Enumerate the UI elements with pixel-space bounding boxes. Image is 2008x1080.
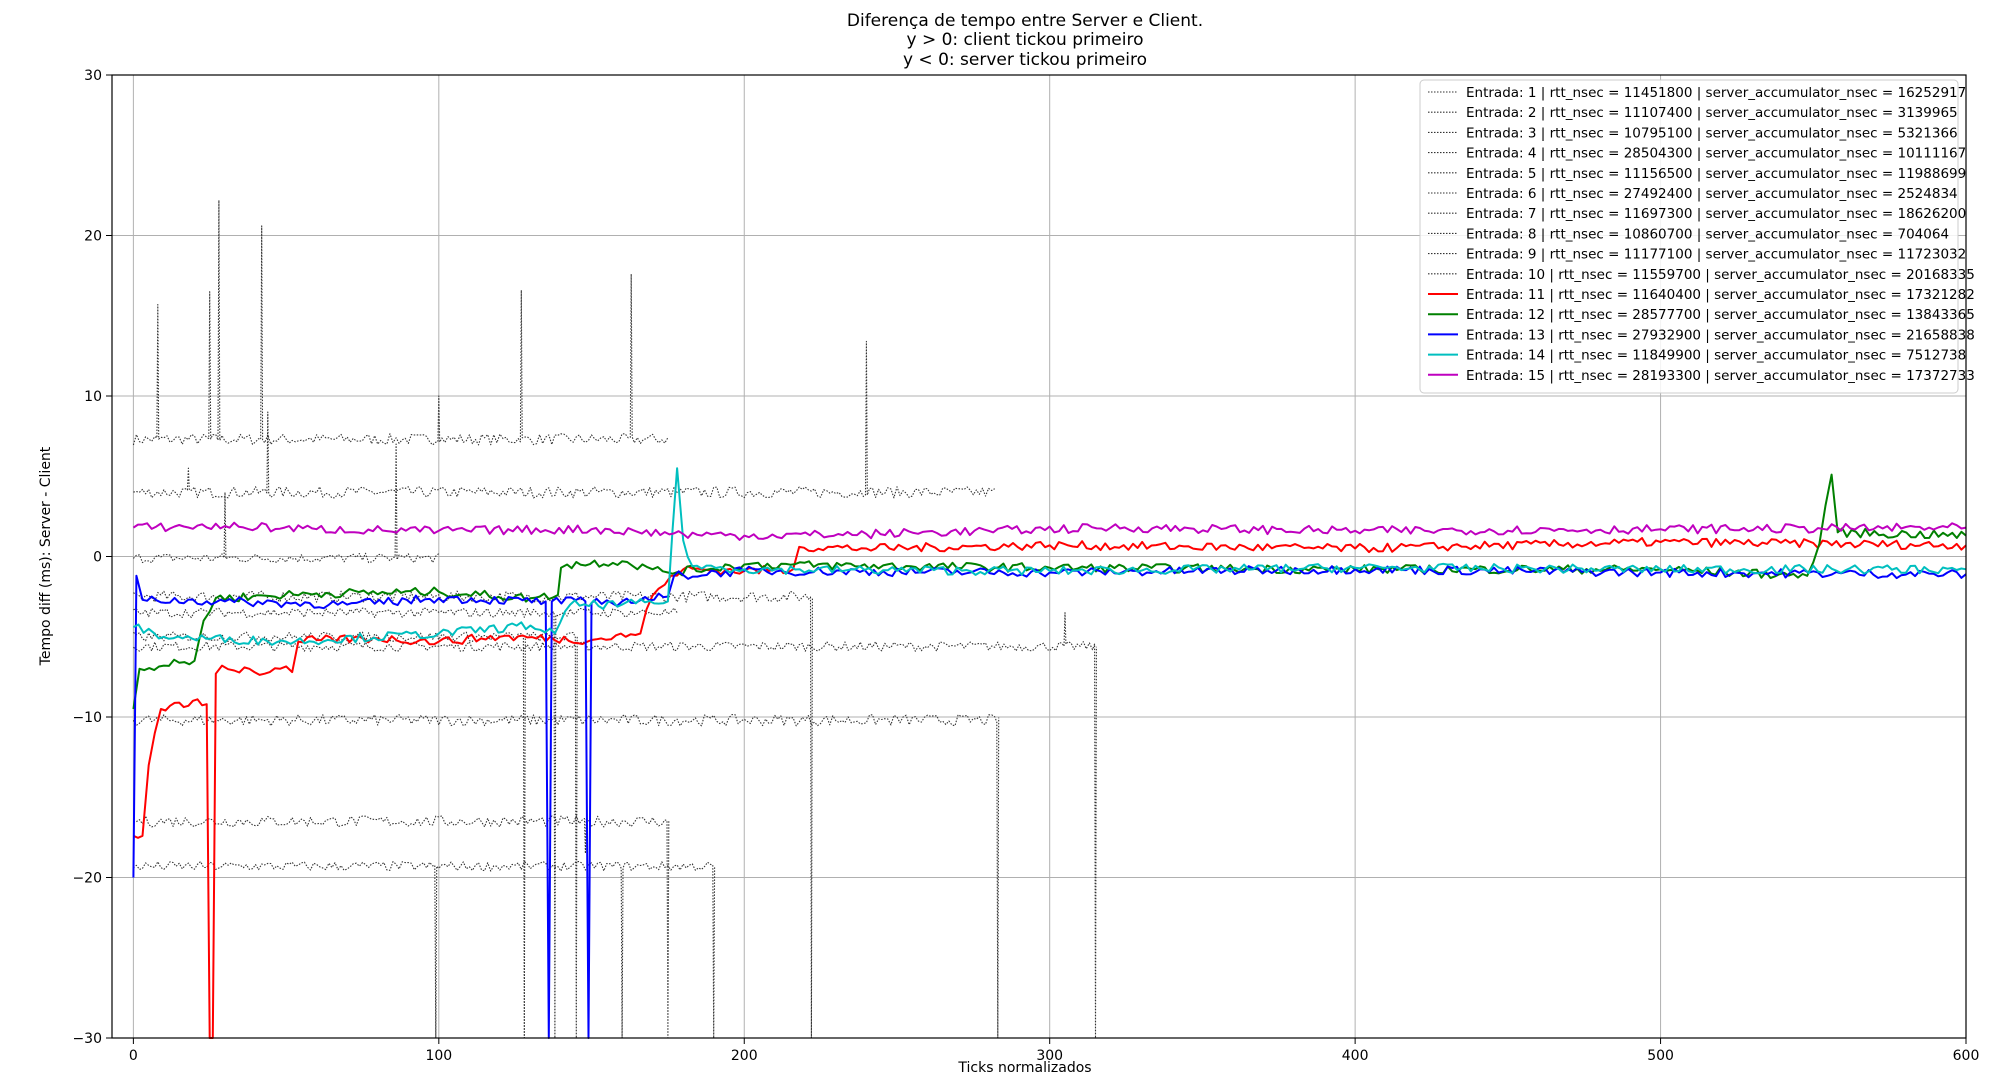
legend-entry: Entrada: 7 | rtt_nsec = 11697300 | serve… — [1466, 206, 1966, 222]
title-line-2: y > 0: client tickou primeiro — [907, 30, 1144, 50]
series-9-line — [133, 607, 678, 1039]
y-tick-label: 10 — [84, 389, 102, 405]
legend-entry: Entrada: 12 | rtt_nsec = 28577700 | serv… — [1466, 307, 1975, 323]
legend-entry: Entrada: 2 | rtt_nsec = 11107400 | serve… — [1466, 105, 1958, 121]
legend-box — [1419, 79, 1959, 394]
series-4-line — [133, 590, 813, 1039]
x-tick-label: 600 — [1953, 1048, 1980, 1064]
legend-entry: Entrada: 3 | rtt_nsec = 10795100 | serve… — [1466, 125, 1958, 141]
series-15-line — [132, 521, 1967, 541]
y-tick-label: −20 — [72, 871, 102, 887]
legend-entry: Entrada: 9 | rtt_nsec = 11177100 | serve… — [1466, 247, 1966, 263]
ticks: 0 100 200 300 400 500 600 −30 −20 −10 0 10 20 30 — [72, 68, 1979, 1064]
series-14-line — [132, 467, 1967, 646]
legend: Entrada: 1 | rtt_nsec = 11451800 | serve… — [1419, 79, 1975, 394]
series-5-line — [133, 612, 1097, 1039]
x-tick-label: 300 — [1036, 1048, 1063, 1064]
x-tick-label: 500 — [1647, 1048, 1674, 1064]
legend-entry: Entrada: 1 | rtt_nsec = 11451800 | serve… — [1466, 85, 1966, 101]
legend-entry: Entrada: 8 | rtt_nsec = 10860700 | serve… — [1466, 226, 1949, 242]
y-tick-label: 0 — [93, 550, 102, 566]
series-11-line — [132, 537, 1967, 1039]
legend-entry: Entrada: 13 | rtt_nsec = 27932900 | serv… — [1466, 327, 1975, 343]
series-13-line — [132, 565, 1967, 1039]
series-3-line — [133, 443, 440, 564]
y-axis-label: Tempo diff (ms): Server - Client — [38, 446, 54, 666]
legend-entry: Entrada: 11 | rtt_nsec = 11640400 | serv… — [1466, 287, 1975, 303]
legend-entry: Entrada: 6 | rtt_nsec = 27492400 | serve… — [1466, 186, 1958, 202]
y-tick-label: 30 — [84, 68, 102, 84]
y-tick-label: −10 — [72, 710, 102, 726]
legend-entry: Entrada: 15 | rtt_nsec = 28193300 | serv… — [1466, 368, 1975, 384]
series-10-line — [133, 631, 578, 1039]
series-6-line — [132, 714, 1000, 1039]
x-tick-label: 400 — [1342, 1048, 1369, 1064]
y-tick-label: −30 — [72, 1031, 102, 1047]
series-2-line — [133, 340, 995, 499]
x-tick-label: 200 — [731, 1048, 758, 1064]
legend-entry: Entrada: 4 | rtt_nsec = 28504300 | serve… — [1466, 146, 1966, 162]
x-tick-label: 0 — [129, 1048, 138, 1064]
series-8-line — [133, 860, 716, 1039]
title-line-3: y < 0: server tickou primeiro — [903, 50, 1147, 70]
series-1-line — [132, 199, 669, 446]
legend-entry: Entrada: 5 | rtt_nsec = 11156500 | serve… — [1466, 166, 1966, 182]
x-tick-label: 100 — [425, 1048, 452, 1064]
chart-title: Diferença de tempo entre Server e Client… — [847, 11, 1203, 70]
legend-entry: Entrada: 10 | rtt_nsec = 11559700 | serv… — [1466, 267, 1975, 283]
y-tick-label: 20 — [84, 229, 102, 245]
legend-entry: Entrada: 14 | rtt_nsec = 11849900 | serv… — [1466, 348, 1966, 364]
x-axis-label: Ticks normalizados — [957, 1060, 1091, 1076]
title-line-1: Diferença de tempo entre Server e Client… — [847, 11, 1203, 31]
series-layer — [132, 199, 1967, 1039]
